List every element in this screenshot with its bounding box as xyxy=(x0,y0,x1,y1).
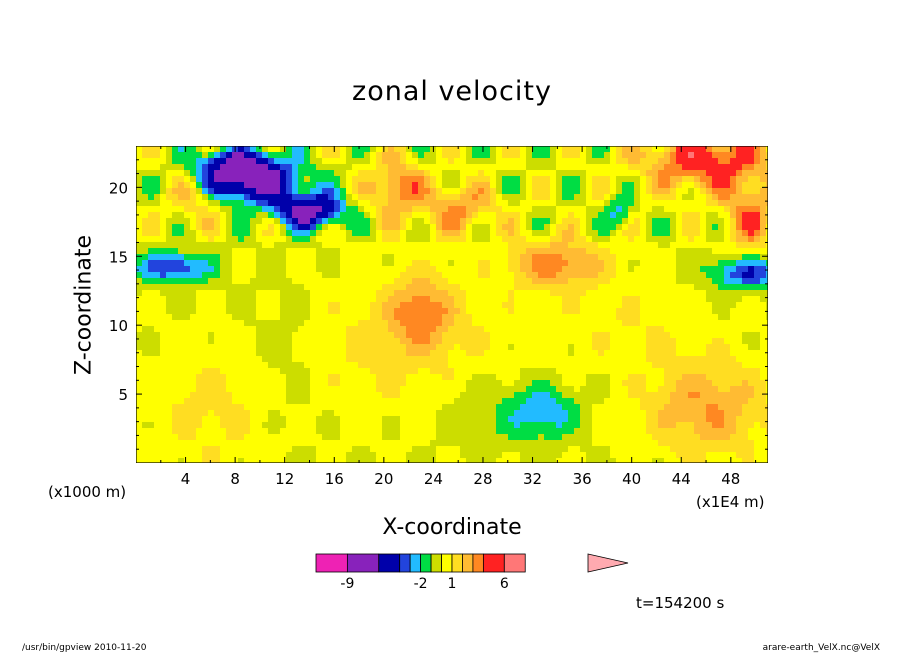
colorbar-swatch xyxy=(472,553,484,573)
x-tick-label: 36 xyxy=(573,470,592,488)
x-tick-label: 4 xyxy=(181,470,191,488)
colorbar-swatch xyxy=(420,553,432,573)
colorbar-swatch xyxy=(462,553,474,573)
colorbar-tick-label: 6 xyxy=(500,576,509,592)
x-unit-label: (x1E4 m) xyxy=(696,493,765,511)
colorbar-swatch xyxy=(399,553,411,573)
x-tick-label: 20 xyxy=(374,470,393,488)
y-axis-title: Z-coordinate xyxy=(71,235,97,375)
x-tick-label: 24 xyxy=(424,470,443,488)
colorbar-swatch xyxy=(503,553,526,573)
contour-field xyxy=(136,146,768,463)
colorbar-swatch xyxy=(451,553,463,573)
colorbar-swatch xyxy=(315,553,348,573)
x-tick-label: 44 xyxy=(672,470,691,488)
colorbar-swatch xyxy=(346,553,380,573)
x-tick-label: 48 xyxy=(721,470,740,488)
colorbar: -9 -2 1 6 xyxy=(315,553,629,592)
x-tick-label: 40 xyxy=(622,470,641,488)
footer-program-date: /usr/bin/gpview 2010-11-20 xyxy=(22,643,147,653)
x-tick-label: 12 xyxy=(275,470,294,488)
colorbar-tick-label: -9 xyxy=(340,576,354,592)
y-tick-label: 15 xyxy=(109,248,128,266)
colorbar-tick-label: 1 xyxy=(448,576,457,592)
colorbar-overflow-arrow xyxy=(587,553,629,573)
y-tick-label: 10 xyxy=(109,317,128,335)
x-tick-label: 16 xyxy=(325,470,344,488)
x-tick-label: 8 xyxy=(230,470,240,488)
footer-file-variable: arare-earth_VelX.nc@VelX xyxy=(762,643,880,653)
x-tick-label: 32 xyxy=(523,470,542,488)
plot-area xyxy=(136,146,768,463)
y-tick-label: 5 xyxy=(118,386,128,404)
x-axis: 4 8 12 16 20 24 28 32 36 40 44 48 xyxy=(181,470,741,488)
time-stamp: t=154200 s xyxy=(636,594,725,612)
colorbar-tick-label: -2 xyxy=(414,576,428,592)
chart-title: zonal velocity xyxy=(352,76,552,107)
axis-ticks xyxy=(136,146,768,463)
colorbar-swatch xyxy=(378,553,401,573)
y-axis: 5 10 15 20 xyxy=(109,179,128,404)
x-axis-title: X-coordinate xyxy=(382,515,522,540)
colorbar-swatch xyxy=(409,553,422,573)
y-tick-label: 20 xyxy=(109,179,128,197)
y-unit-label: (x1000 m) xyxy=(48,483,127,501)
colorbar-swatch xyxy=(482,553,505,573)
x-tick-label: 28 xyxy=(473,470,492,488)
colorbar-swatch xyxy=(430,553,442,573)
colorbar-swatch xyxy=(441,553,453,573)
